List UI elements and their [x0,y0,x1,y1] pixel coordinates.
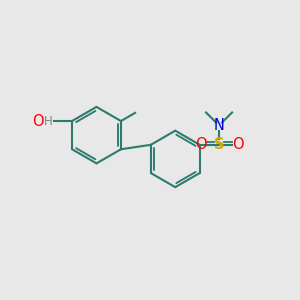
Text: O: O [32,113,44,128]
Text: S: S [214,137,224,152]
Text: H: H [44,115,53,128]
Text: N: N [214,118,224,133]
Text: O: O [232,137,243,152]
Text: O: O [195,137,206,152]
